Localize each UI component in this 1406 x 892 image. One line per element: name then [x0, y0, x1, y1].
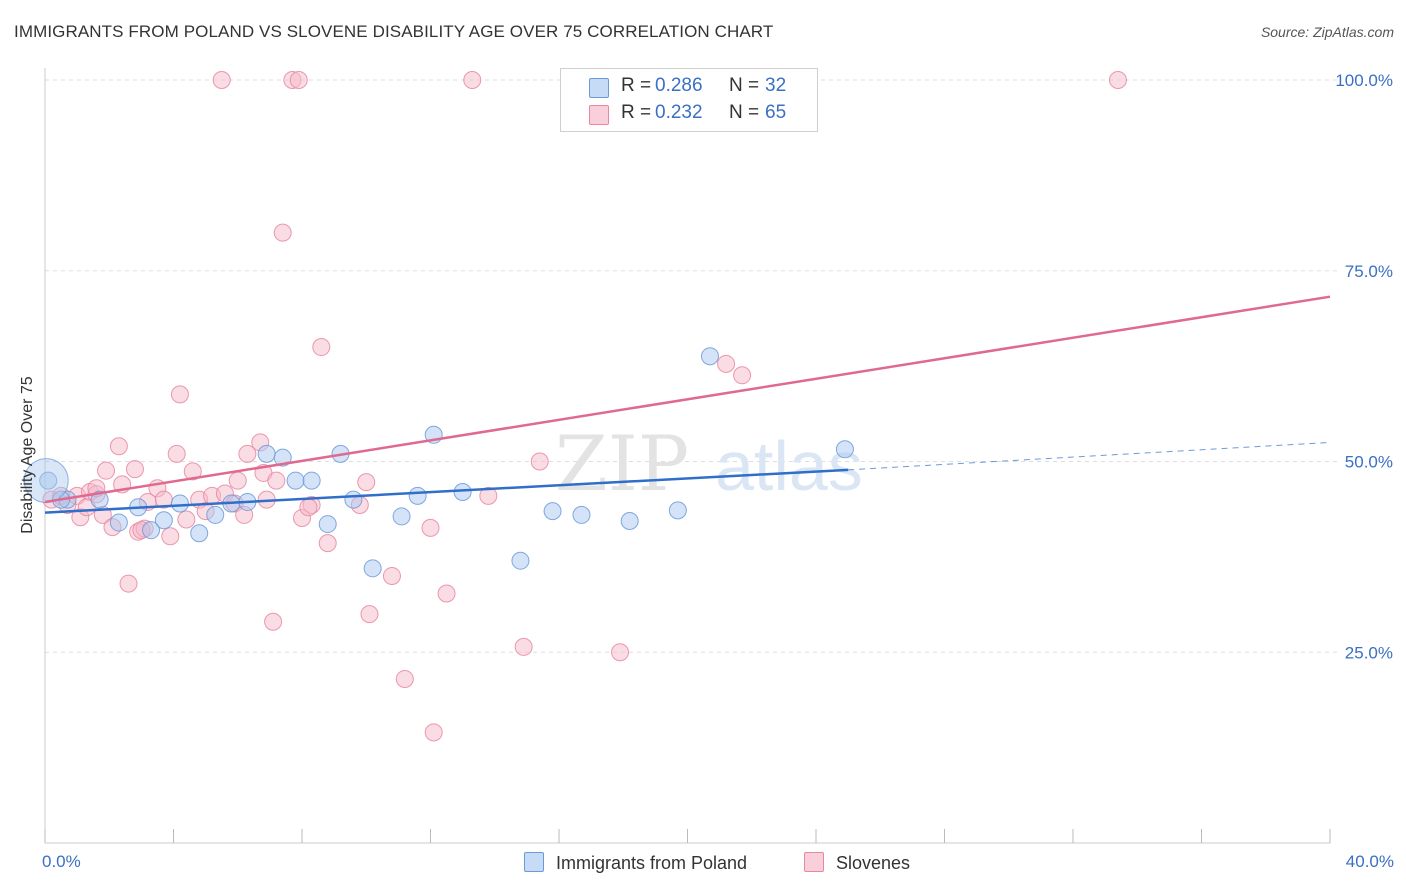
- slovene-point: [238, 444, 257, 463]
- poland-point: [286, 471, 305, 490]
- x-tick-label-min: 0.0%: [42, 852, 81, 871]
- slovene-point: [717, 354, 736, 373]
- poland-point: [543, 502, 562, 521]
- slovene-point: [421, 518, 440, 537]
- slovene-point: [299, 498, 318, 517]
- legend-r-label: R =: [621, 102, 652, 123]
- legend-item-poland: Immigrants from Poland: [524, 852, 747, 874]
- y-tick-label: 50.0%: [1345, 453, 1393, 472]
- poland-point: [90, 490, 109, 509]
- source-credit: Source: ZipAtlas.com: [1260, 24, 1394, 40]
- legend-r-value: 0.286: [655, 75, 703, 96]
- legend-n-label: N =: [729, 102, 760, 123]
- watermark-atlas: atlas: [715, 427, 863, 505]
- correlation-legend: R = 0.286 N = 32 R = 0.232 N = 65: [560, 68, 818, 132]
- y-tick-label: 100.0%: [1335, 71, 1393, 90]
- poland-point: [700, 347, 719, 366]
- slovene-point: [733, 366, 752, 385]
- poland-point: [302, 471, 321, 490]
- poland-trend-line: [44, 468, 849, 514]
- poland-point: [190, 524, 209, 543]
- watermark-zip: ZIP: [555, 419, 689, 508]
- slovene-point: [479, 486, 498, 505]
- poland-point: [572, 505, 591, 524]
- slovene-point: [167, 444, 186, 463]
- y-axis-label: Disability Age Over 75: [19, 376, 36, 534]
- poland-point: [109, 513, 128, 532]
- poland-point: [142, 521, 161, 540]
- poland-point: [511, 551, 530, 570]
- slovene-point: [395, 669, 414, 688]
- legend-n-value: 32: [765, 75, 787, 96]
- poland-point: [170, 494, 189, 513]
- slovene-point: [312, 338, 331, 357]
- legend-item-slovenes: Slovenes: [804, 852, 910, 874]
- poland-point: [392, 507, 411, 526]
- slovene-point: [437, 584, 456, 603]
- slovene-point: [267, 471, 286, 490]
- poland-point: [154, 511, 173, 530]
- slovene-point: [318, 534, 337, 553]
- legend-n-label: N =: [729, 75, 760, 96]
- slovene-point: [97, 461, 116, 480]
- slovene-point: [183, 462, 202, 481]
- legend-n-value: 65: [765, 102, 787, 123]
- legend-r-label: R =: [621, 75, 652, 96]
- poland-point: [835, 440, 854, 459]
- slovenes-legend-swatch: [804, 852, 824, 872]
- poland-point: [408, 486, 427, 505]
- legend-r-value: 0.232: [655, 102, 703, 123]
- slovene-point: [360, 605, 379, 624]
- poland-point: [39, 471, 58, 490]
- poland-point: [363, 559, 382, 578]
- poland-point: [453, 483, 472, 502]
- poland-legend-label: Immigrants from Poland: [556, 853, 748, 873]
- slovene-point: [530, 452, 549, 471]
- slovene-point: [228, 471, 247, 490]
- slovene-point: [212, 71, 231, 89]
- slovene-point: [177, 510, 196, 529]
- slovene-point: [170, 385, 189, 404]
- slovene-point: [125, 460, 144, 479]
- poland-point: [206, 505, 225, 524]
- slovenes-swatch: [589, 105, 609, 125]
- poland-point: [257, 444, 276, 463]
- poland-point: [344, 490, 363, 509]
- y-tick-label: 25.0%: [1345, 643, 1393, 662]
- slovene-point: [161, 527, 180, 546]
- slovene-point: [382, 566, 401, 585]
- slovene-point: [463, 71, 482, 89]
- poland-point: [318, 515, 337, 534]
- x-tick-label-max: 40.0%: [1345, 852, 1394, 871]
- slovene-point: [264, 612, 283, 631]
- slovenes-legend-label: Slovenes: [836, 853, 911, 873]
- slovene-point: [424, 723, 443, 742]
- poland-trend-extension: [848, 441, 1331, 471]
- slovene-point: [514, 637, 533, 656]
- slovene-point: [1108, 71, 1127, 89]
- slovene-point: [119, 574, 138, 593]
- slovene-point: [273, 223, 292, 242]
- poland-point: [273, 448, 292, 467]
- poland-swatch: [589, 78, 609, 98]
- slovene-point: [289, 71, 308, 89]
- y-tick-label: 75.0%: [1345, 262, 1393, 281]
- chart-title: IMMIGRANTS FROM POLAND VS SLOVENE DISABI…: [14, 22, 774, 41]
- poland-point: [668, 501, 687, 520]
- slovene-point: [611, 643, 630, 662]
- slovene-point: [109, 437, 128, 456]
- slovene-trend-line: [44, 295, 1331, 504]
- poland-legend-swatch: [524, 852, 544, 872]
- slovene-point: [357, 473, 376, 492]
- poland-point: [620, 512, 639, 531]
